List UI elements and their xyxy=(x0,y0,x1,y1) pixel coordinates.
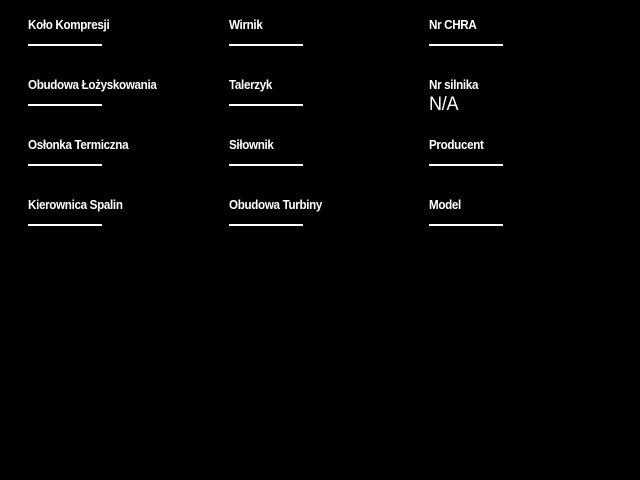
field-label: Koło Kompresji xyxy=(28,18,110,32)
field-underline xyxy=(429,224,503,226)
field-kolo-kompresji[interactable]: Koło Kompresji xyxy=(28,12,229,72)
field-underline xyxy=(229,44,303,46)
field-underline xyxy=(429,44,503,46)
field-label: Obudowa Łożyskowania xyxy=(28,78,157,92)
field-kierownica-spalin[interactable]: Kierownica Spalin xyxy=(28,192,229,252)
turbo-parts-form: Koło Kompresji Wirnik Nr CHRA Obudowa Ło… xyxy=(28,12,612,252)
field-label: Nr CHRA xyxy=(429,18,477,32)
field-label: Model xyxy=(429,198,461,212)
field-label: Siłownik xyxy=(229,138,274,152)
field-wirnik[interactable]: Wirnik xyxy=(229,12,429,72)
field-underline xyxy=(229,164,303,166)
field-underline xyxy=(229,104,303,106)
field-obudowa-turbiny[interactable]: Obudowa Turbiny xyxy=(229,192,429,252)
field-obudowa-lozyskowania[interactable]: Obudowa Łożyskowania xyxy=(28,72,229,132)
field-label: Wirnik xyxy=(229,18,263,32)
field-producent[interactable]: Producent xyxy=(429,132,612,192)
field-underline xyxy=(28,164,102,166)
field-underline xyxy=(28,44,102,46)
field-talerzyk[interactable]: Talerzyk xyxy=(229,72,429,132)
field-label: Producent xyxy=(429,138,484,152)
field-underline xyxy=(229,224,303,226)
field-underline xyxy=(28,224,102,226)
field-label: Nr silnika xyxy=(429,78,479,92)
field-oslonka-termiczna[interactable]: Osłonka Termiczna xyxy=(28,132,229,192)
field-model[interactable]: Model xyxy=(429,192,612,252)
field-nr-chra[interactable]: Nr CHRA xyxy=(429,12,612,72)
field-value: N/A xyxy=(429,94,459,115)
field-label: Obudowa Turbiny xyxy=(229,198,323,212)
field-nr-silnika[interactable]: Nr silnika N/A xyxy=(429,72,612,132)
field-label: Kierownica Spalin xyxy=(28,198,123,212)
field-underline xyxy=(28,104,102,106)
field-label: Osłonka Termiczna xyxy=(28,138,129,152)
field-underline xyxy=(429,164,503,166)
field-silownik[interactable]: Siłownik xyxy=(229,132,429,192)
field-label: Talerzyk xyxy=(229,78,273,92)
